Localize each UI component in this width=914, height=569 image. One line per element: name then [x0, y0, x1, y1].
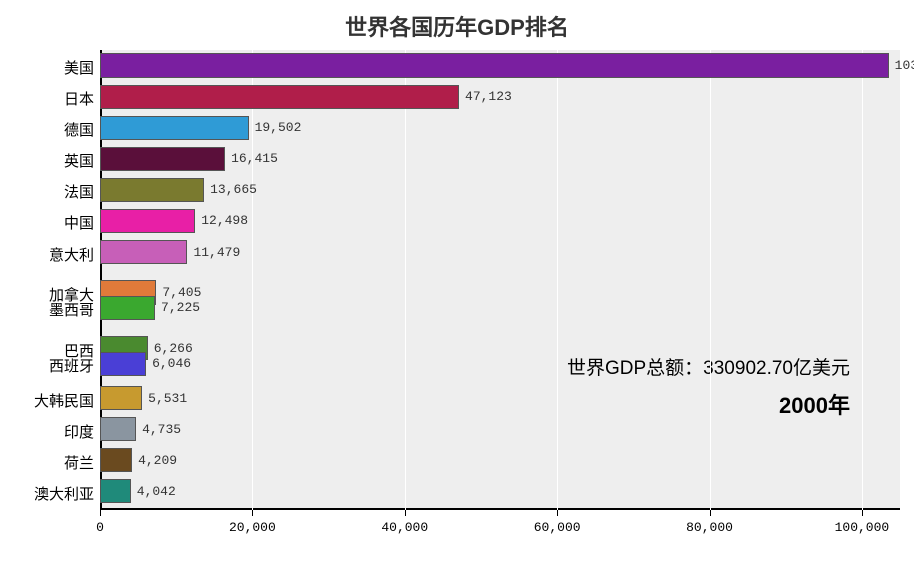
bar-value-label: 103,512 — [895, 58, 914, 73]
x-tick-label: 60,000 — [534, 520, 581, 535]
y-axis-label: 英国 — [64, 150, 94, 171]
bar — [100, 116, 249, 140]
x-tick — [710, 510, 711, 516]
x-tick-label: 100,000 — [835, 520, 890, 535]
bar — [100, 53, 889, 77]
bar — [100, 209, 195, 233]
x-tick-label: 40,000 — [381, 520, 428, 535]
bar-value-label: 4,209 — [138, 453, 177, 468]
bar-value-label: 5,531 — [148, 391, 187, 406]
bar — [100, 240, 187, 264]
y-axis-label: 荷兰 — [64, 452, 94, 473]
bar-row: 7,225 — [100, 296, 900, 320]
bar-row: 4,735 — [100, 417, 900, 441]
bar-row: 19,502 — [100, 116, 900, 140]
bar-row: 103,512 — [100, 53, 900, 77]
plot-area: 世界GDP总额：330902.70亿美元 2000年 020,00040,000… — [100, 50, 900, 510]
bar — [100, 178, 204, 202]
bar — [100, 296, 155, 320]
bar-value-label: 12,498 — [201, 213, 248, 228]
bar-value-label: 47,123 — [465, 89, 512, 104]
bar — [100, 386, 142, 410]
bar-value-label: 4,735 — [142, 422, 181, 437]
bar-value-label: 7,225 — [161, 300, 200, 315]
chart-title: 世界各国历年GDP排名 — [0, 10, 914, 42]
y-axis-label: 大韩民国 — [34, 390, 94, 411]
bar-value-label: 19,502 — [255, 120, 302, 135]
x-tick — [557, 510, 558, 516]
x-tick — [405, 510, 406, 516]
x-axis-line — [100, 508, 900, 510]
y-axis-label: 意大利 — [49, 244, 94, 265]
y-axis-label: 墨西哥 — [49, 299, 94, 320]
y-axis-label: 中国 — [64, 212, 94, 233]
bar-row: 11,479 — [100, 240, 900, 264]
x-tick — [252, 510, 253, 516]
y-axis-label: 澳大利亚 — [34, 483, 94, 504]
y-axis-label: 法国 — [64, 181, 94, 202]
y-axis-label: 印度 — [64, 421, 94, 442]
bar-value-label: 11,479 — [193, 245, 240, 260]
bar-row: 5,531 — [100, 386, 900, 410]
bar-row: 4,209 — [100, 448, 900, 472]
y-axis-label: 西班牙 — [49, 355, 94, 376]
bar-row: 6,046 — [100, 352, 900, 376]
x-tick-label: 80,000 — [686, 520, 733, 535]
bar — [100, 85, 459, 109]
bar — [100, 448, 132, 472]
bar-value-label: 4,042 — [137, 484, 176, 499]
y-axis-label: 日本 — [64, 88, 94, 109]
bar-row: 47,123 — [100, 85, 900, 109]
bar — [100, 352, 146, 376]
bar-value-label: 16,415 — [231, 151, 278, 166]
bar-value-label: 6,046 — [152, 356, 191, 371]
bar-value-label: 13,665 — [210, 182, 257, 197]
x-tick — [862, 510, 863, 516]
gdp-bar-chart: 世界各国历年GDP排名 世界GDP总额：330902.70亿美元 2000年 0… — [0, 0, 914, 569]
x-tick-label: 20,000 — [229, 520, 276, 535]
y-axis-label: 德国 — [64, 119, 94, 140]
x-tick-label: 0 — [96, 520, 104, 535]
bar-row: 4,042 — [100, 479, 900, 503]
bar-row: 12,498 — [100, 209, 900, 233]
bar — [100, 417, 136, 441]
bar-row: 13,665 — [100, 178, 900, 202]
y-axis-label: 美国 — [64, 57, 94, 78]
x-tick — [100, 510, 101, 516]
bar — [100, 147, 225, 171]
bar — [100, 479, 131, 503]
bar-row: 16,415 — [100, 147, 900, 171]
